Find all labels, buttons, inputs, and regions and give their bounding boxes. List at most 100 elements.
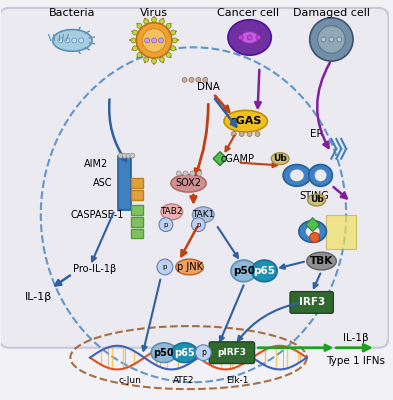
Text: Bacteria: Bacteria <box>49 8 95 18</box>
Bar <box>118 156 131 210</box>
Text: Damaged cell: Damaged cell <box>293 8 370 18</box>
Circle shape <box>152 17 156 22</box>
Text: AIM2: AIM2 <box>84 158 108 168</box>
Polygon shape <box>213 152 227 166</box>
Circle shape <box>196 77 201 82</box>
Circle shape <box>79 38 84 43</box>
Bar <box>327 215 356 249</box>
Circle shape <box>131 38 136 43</box>
Circle shape <box>318 26 345 53</box>
Circle shape <box>238 35 243 40</box>
Text: IL-1β: IL-1β <box>25 292 52 302</box>
Circle shape <box>172 38 177 43</box>
Circle shape <box>247 132 252 136</box>
Text: STING: STING <box>300 191 329 201</box>
Ellipse shape <box>315 170 327 181</box>
Text: Type 1 IFNs: Type 1 IFNs <box>327 356 386 366</box>
Circle shape <box>239 132 244 136</box>
FancyBboxPatch shape <box>209 342 255 364</box>
Text: p65: p65 <box>253 266 275 276</box>
Text: CASPASE-1: CASPASE-1 <box>70 210 124 220</box>
Ellipse shape <box>306 226 320 238</box>
Ellipse shape <box>172 343 197 362</box>
Circle shape <box>247 35 252 40</box>
Polygon shape <box>306 218 320 232</box>
Bar <box>131 217 143 226</box>
Text: p50: p50 <box>233 266 255 276</box>
Circle shape <box>231 132 236 136</box>
Ellipse shape <box>171 174 206 192</box>
Bar <box>131 228 143 238</box>
Circle shape <box>145 38 150 43</box>
Circle shape <box>166 52 171 58</box>
Circle shape <box>310 232 320 242</box>
Text: TAB2: TAB2 <box>161 207 183 216</box>
Ellipse shape <box>161 204 183 220</box>
Text: SOX2: SOX2 <box>176 178 202 188</box>
Text: cGAMP: cGAMP <box>221 154 255 164</box>
Ellipse shape <box>241 32 259 43</box>
Circle shape <box>191 218 205 232</box>
Circle shape <box>321 37 326 42</box>
Circle shape <box>132 30 138 35</box>
Circle shape <box>65 38 70 43</box>
Ellipse shape <box>176 259 203 275</box>
Ellipse shape <box>271 153 289 164</box>
Circle shape <box>130 153 135 158</box>
Circle shape <box>126 153 131 158</box>
Circle shape <box>136 23 172 58</box>
Bar <box>131 190 143 200</box>
Text: DNA: DNA <box>197 82 220 92</box>
Circle shape <box>152 38 156 43</box>
Circle shape <box>160 19 164 24</box>
FancyBboxPatch shape <box>290 292 333 313</box>
FancyBboxPatch shape <box>0 8 389 348</box>
Bar <box>131 205 143 215</box>
Circle shape <box>195 345 211 360</box>
Text: IL-1β: IL-1β <box>343 333 369 343</box>
Text: Cancer cell: Cancer cell <box>217 8 279 18</box>
Circle shape <box>159 218 173 232</box>
Ellipse shape <box>228 20 271 55</box>
Text: p JNK: p JNK <box>176 262 202 272</box>
Text: TBK: TBK <box>310 256 333 266</box>
Text: Elk-1: Elk-1 <box>226 376 249 385</box>
Ellipse shape <box>283 164 311 186</box>
Circle shape <box>183 171 188 176</box>
Ellipse shape <box>299 221 327 242</box>
Circle shape <box>118 153 123 158</box>
Ellipse shape <box>231 260 257 282</box>
Text: IRF3: IRF3 <box>299 298 325 308</box>
Text: cGAS: cGAS <box>230 116 262 126</box>
Text: p: p <box>163 264 167 270</box>
Ellipse shape <box>309 164 332 186</box>
Circle shape <box>157 259 173 275</box>
Circle shape <box>72 38 77 43</box>
Text: p: p <box>196 222 200 228</box>
Circle shape <box>144 19 149 24</box>
Circle shape <box>197 171 202 176</box>
Circle shape <box>203 77 208 82</box>
Text: ATF2: ATF2 <box>173 376 195 385</box>
Ellipse shape <box>308 194 325 206</box>
Text: p: p <box>164 222 168 228</box>
Circle shape <box>137 52 142 58</box>
Text: c-Jun: c-Jun <box>118 376 141 385</box>
Text: pIRF3: pIRF3 <box>217 348 246 357</box>
Circle shape <box>256 35 261 40</box>
Circle shape <box>58 38 63 43</box>
Circle shape <box>152 59 156 64</box>
Circle shape <box>337 37 342 42</box>
Ellipse shape <box>193 207 214 223</box>
Ellipse shape <box>224 110 267 132</box>
Text: p65: p65 <box>174 348 195 358</box>
Circle shape <box>329 37 334 42</box>
Circle shape <box>132 46 138 51</box>
Text: Pro-IL-1β: Pro-IL-1β <box>73 264 117 274</box>
Circle shape <box>142 29 166 52</box>
Text: ASC: ASC <box>93 178 113 188</box>
Circle shape <box>182 77 187 82</box>
Bar <box>131 178 143 188</box>
Circle shape <box>137 23 142 28</box>
Ellipse shape <box>290 170 304 181</box>
